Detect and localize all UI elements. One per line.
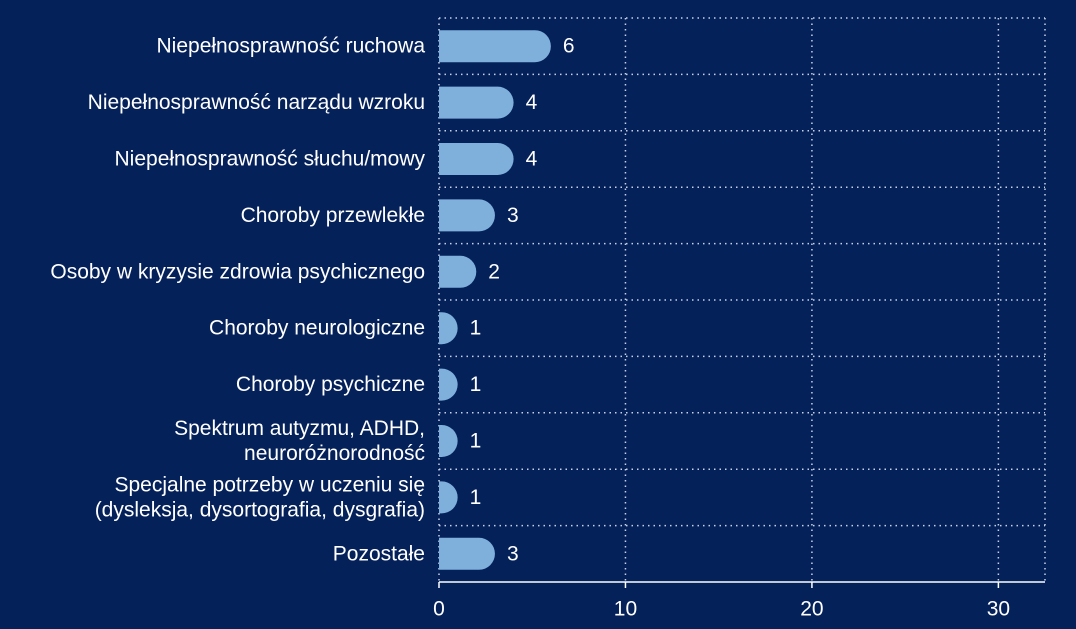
bar [439, 86, 514, 119]
bar [439, 143, 514, 175]
bar [439, 312, 458, 345]
value-label: 1 [470, 373, 482, 396]
category-label: (dysleksja, dysortografia, dysgrafia) [95, 498, 425, 521]
bar [439, 425, 458, 457]
value-label: 3 [507, 204, 519, 227]
category-label: Osoby w kryzysie zdrowia psychicznego [50, 260, 425, 283]
category-label: neuroróżnorodność [244, 442, 425, 465]
value-label: 1 [470, 430, 482, 453]
value-label: 2 [488, 260, 500, 283]
bar [439, 30, 551, 63]
x-tick-label: 0 [433, 598, 445, 621]
value-label: 4 [526, 91, 538, 114]
category-label: Choroby psychiczne [236, 373, 425, 396]
value-labels: 6 4 4 3 2 1 1 1 1 3 [470, 35, 575, 566]
category-label: Niepełnosprawność narządu wzroku [88, 91, 425, 114]
bar [439, 481, 458, 514]
x-tick-label: 20 [800, 598, 823, 621]
bar [439, 255, 477, 288]
category-label: Specjalne potrzeby w uczeniu się [114, 473, 425, 496]
x-tick-label: 10 [614, 598, 637, 621]
value-label: 3 [507, 542, 519, 565]
value-label: 6 [563, 35, 575, 58]
value-label: 4 [526, 148, 538, 171]
x-axis: 0 10 20 30 [433, 581, 1045, 621]
category-labels: Niepełnosprawność ruchowa Niepełnosprawno… [50, 35, 425, 566]
category-label: Niepełnosprawność słuchu/mowy [115, 148, 426, 171]
value-label: 1 [470, 317, 482, 340]
bars [439, 30, 551, 570]
category-label: Choroby przewlekłe [241, 204, 425, 227]
x-tick-label: 30 [987, 598, 1010, 621]
category-label: Pozostałe [333, 542, 425, 565]
bar [439, 368, 458, 401]
category-label: Choroby neurologiczne [209, 317, 425, 340]
category-label: Niepełnosprawność ruchowa [157, 35, 426, 58]
bar [439, 537, 495, 570]
gridlines [438, 17, 1046, 582]
bar [439, 199, 495, 232]
value-label: 1 [470, 486, 482, 509]
category-label: Spektrum autyzmu, ADHD, [174, 417, 425, 440]
